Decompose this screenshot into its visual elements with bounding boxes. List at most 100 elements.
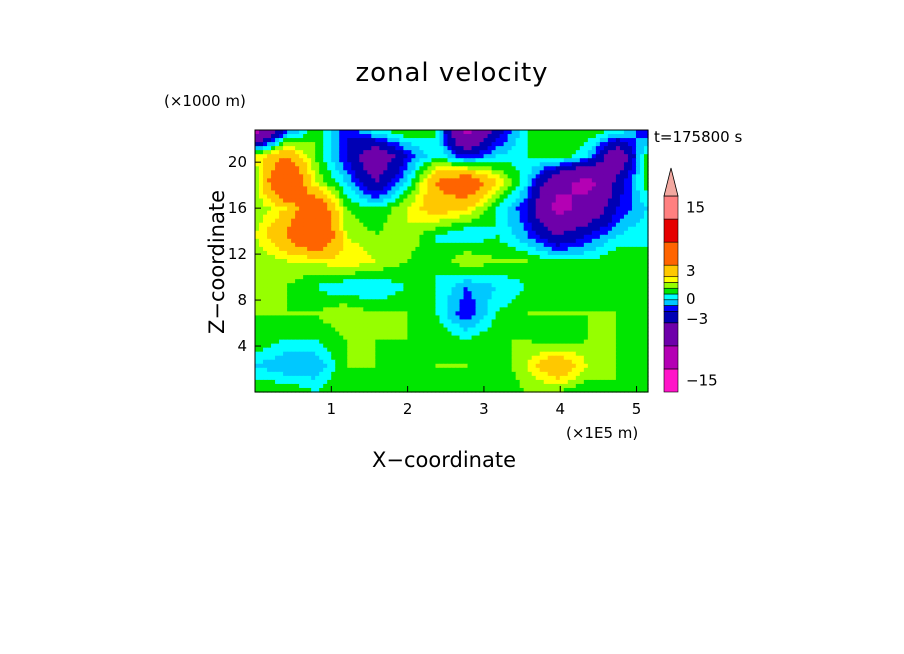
field-cell bbox=[411, 214, 417, 220]
field-cell bbox=[643, 158, 649, 163]
field-cell bbox=[515, 190, 521, 196]
field-cell bbox=[283, 230, 288, 236]
field-cell bbox=[515, 267, 521, 272]
field-cell bbox=[275, 258, 280, 264]
field-cell bbox=[583, 174, 589, 179]
field-cell bbox=[447, 263, 453, 268]
field-cell bbox=[315, 238, 320, 244]
field-cell bbox=[619, 226, 625, 232]
field-cell bbox=[483, 182, 489, 188]
field-cell bbox=[415, 138, 421, 143]
field-cell bbox=[431, 238, 437, 244]
field-cell bbox=[383, 279, 388, 284]
field-cell bbox=[615, 323, 621, 329]
field-cell bbox=[551, 299, 557, 304]
field-cell bbox=[535, 174, 541, 179]
field-cell bbox=[315, 315, 320, 321]
field-cell bbox=[267, 158, 272, 163]
field-cell bbox=[523, 226, 529, 232]
field-cell bbox=[643, 194, 649, 200]
field-cell bbox=[311, 146, 316, 151]
field-cell bbox=[359, 303, 364, 308]
field-cell bbox=[467, 283, 473, 288]
field-cell bbox=[471, 154, 477, 159]
field-cell bbox=[263, 186, 268, 192]
field-cell bbox=[427, 146, 433, 151]
field-cell bbox=[267, 206, 272, 212]
field-cell bbox=[371, 263, 376, 268]
field-cell bbox=[263, 283, 268, 288]
field-cell bbox=[531, 234, 537, 240]
field-cell bbox=[455, 138, 461, 143]
field-cell bbox=[423, 226, 429, 232]
field-cell bbox=[539, 138, 545, 143]
field-cell bbox=[415, 238, 421, 244]
field-cell bbox=[503, 319, 509, 325]
field-cell bbox=[383, 230, 388, 236]
field-cell bbox=[351, 142, 356, 147]
field-cell bbox=[503, 283, 509, 288]
field-cell bbox=[583, 303, 589, 308]
field-cell bbox=[403, 194, 408, 200]
field-cell bbox=[603, 242, 609, 248]
field-cell bbox=[563, 154, 569, 159]
field-cell bbox=[295, 258, 300, 264]
field-cell bbox=[311, 170, 316, 175]
field-cell bbox=[559, 130, 565, 135]
field-cell bbox=[531, 158, 537, 163]
field-cell bbox=[627, 279, 633, 284]
field-cell bbox=[559, 230, 565, 236]
field-cell bbox=[455, 198, 461, 204]
field-cell bbox=[395, 250, 400, 256]
field-cell bbox=[499, 258, 505, 264]
field-cell bbox=[535, 158, 541, 163]
field-cell bbox=[299, 202, 304, 208]
field-cell bbox=[567, 254, 573, 260]
field-cell bbox=[387, 134, 392, 139]
field-cell bbox=[287, 246, 292, 252]
field-cell bbox=[503, 206, 509, 212]
field-cell bbox=[607, 202, 613, 208]
field-cell bbox=[515, 182, 521, 188]
field-cell bbox=[359, 138, 364, 143]
field-cell bbox=[455, 263, 461, 268]
field-cell bbox=[547, 291, 553, 296]
field-cell bbox=[395, 138, 400, 143]
field-cell bbox=[387, 246, 392, 252]
field-cell bbox=[519, 210, 525, 216]
field-cell bbox=[639, 238, 645, 244]
field-cell bbox=[539, 170, 545, 175]
field-cell bbox=[563, 275, 569, 280]
field-cell bbox=[455, 186, 461, 192]
field-cell bbox=[271, 222, 276, 228]
field-cell bbox=[415, 331, 421, 337]
field-cell bbox=[627, 138, 633, 143]
field-cell bbox=[551, 154, 557, 159]
field-cell bbox=[499, 327, 505, 333]
field-cell bbox=[499, 267, 505, 272]
field-cell bbox=[627, 150, 633, 155]
field-cell bbox=[303, 275, 308, 280]
field-cell bbox=[475, 222, 481, 228]
field-cell bbox=[471, 319, 477, 325]
field-cell bbox=[599, 162, 605, 167]
field-cell bbox=[347, 250, 352, 256]
field-cell bbox=[547, 162, 553, 167]
field-cell bbox=[567, 315, 573, 321]
field-cell bbox=[311, 186, 316, 192]
field-cell bbox=[531, 194, 537, 200]
field-cell bbox=[575, 303, 581, 308]
field-cell bbox=[419, 150, 425, 155]
field-cell bbox=[423, 182, 429, 188]
field-cell bbox=[335, 186, 340, 192]
field-cell bbox=[283, 295, 288, 300]
field-cell bbox=[303, 158, 308, 163]
field-cell bbox=[431, 327, 437, 333]
field-cell bbox=[283, 246, 288, 252]
field-cell bbox=[335, 279, 340, 284]
field-cell bbox=[367, 174, 372, 179]
field-cell bbox=[439, 331, 445, 337]
field-cell bbox=[587, 315, 593, 321]
field-cell bbox=[259, 246, 264, 252]
field-cell bbox=[395, 307, 400, 312]
